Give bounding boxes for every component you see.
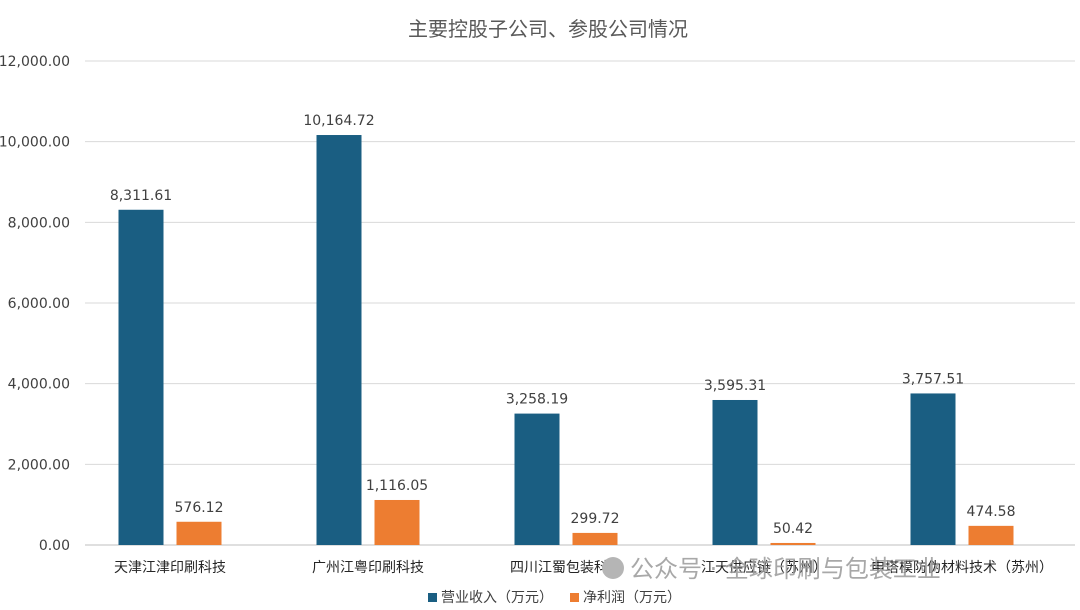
revenue-data-label: 8,311.61 <box>110 188 172 204</box>
net-profit-bar <box>572 532 618 545</box>
net-profit-data-label: 299.72 <box>571 511 620 527</box>
category-label: 天津江津印刷科技 <box>114 560 226 576</box>
revenue-data-label: 10,164.72 <box>303 113 374 129</box>
net-profit-bar <box>374 499 420 545</box>
data-labels: 8,311.61 576.12 10,164.72 1,116.05 3,258.19 2… <box>110 113 1016 537</box>
revenue-data-label: 3,595.31 <box>704 378 766 394</box>
y-tick-label: 10,000.00 <box>0 135 70 151</box>
y-tick-label: 8,000.00 <box>8 215 70 231</box>
legend-label-net-profit: 净利润（万元） <box>583 590 681 606</box>
y-tick-label: 0.00 <box>39 538 70 554</box>
net-profit-data-label: 1,116.05 <box>366 478 428 494</box>
revenue-bar <box>316 135 362 546</box>
net-profit-data-label: 474.58 <box>967 504 1016 520</box>
category-label: 四川江蜀包装科技 <box>510 560 622 576</box>
legend-label-revenue: 营业收入（万元） <box>441 590 553 606</box>
net-profit-bar <box>770 542 816 545</box>
revenue-data-label: 3,757.51 <box>902 371 964 387</box>
legend-swatch-revenue <box>428 593 437 602</box>
y-axis: 0.00 2,000.00 4,000.00 6,000.00 8,000.00 10,0… <box>0 54 70 554</box>
revenue-bar <box>118 209 164 545</box>
y-tick-label: 4,000.00 <box>8 377 70 393</box>
wechat-icon <box>602 557 624 579</box>
net-profit-data-label: 50.42 <box>773 521 813 537</box>
revenue-bar <box>514 413 560 545</box>
watermark: 公众号 · 全球印刷与包装工业 <box>602 555 941 583</box>
x-axis: 天津江津印刷科技 广州江粤印刷科技 四川江蜀包装科技 江天供应链（苏州） 申塔模防伪材料… <box>114 559 1053 576</box>
net-profit-bar <box>968 525 1014 545</box>
gridlines <box>85 60 1075 546</box>
category-label: 江天供应链（苏州） <box>701 559 827 576</box>
legend-swatch-net-profit <box>570 593 579 602</box>
revenue-bar <box>910 393 956 545</box>
y-tick-label: 2,000.00 <box>8 457 70 473</box>
category-label: 广州江粤印刷科技 <box>312 560 424 576</box>
y-tick-label: 6,000.00 <box>8 296 70 312</box>
bars <box>118 135 1014 546</box>
y-tick-label: 12,000.00 <box>0 54 70 70</box>
category-label: 申塔模防伪材料技术（苏州） <box>871 560 1053 576</box>
net-profit-data-label: 576.12 <box>175 500 224 516</box>
revenue-data-label: 3,258.19 <box>506 392 568 408</box>
chart-title: 主要控股子公司、参股公司情况 <box>408 17 688 41</box>
net-profit-bar <box>176 521 222 545</box>
revenue-bar <box>712 399 758 545</box>
legend: 营业收入（万元） 净利润（万元） <box>428 590 681 606</box>
watermark-text: 公众号 · 全球印刷与包装工业 <box>630 555 941 583</box>
